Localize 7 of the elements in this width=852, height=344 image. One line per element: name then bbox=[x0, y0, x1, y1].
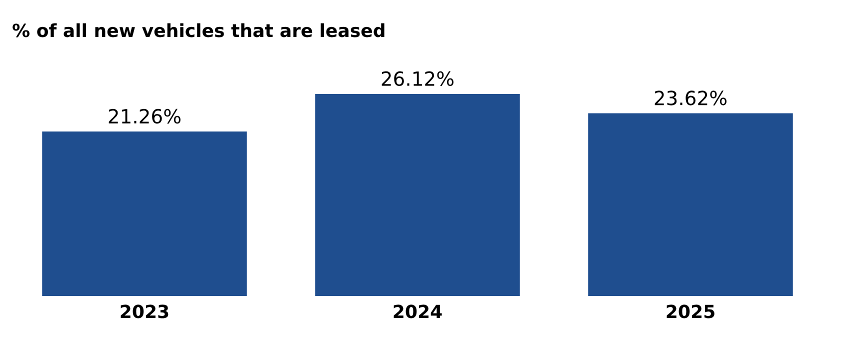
x-tick-label: 2025 bbox=[666, 304, 714, 318]
data-label: 21.26% bbox=[108, 108, 180, 124]
data-label: 26.12% bbox=[382, 71, 454, 86]
x-tick-label: 2024 bbox=[394, 304, 442, 318]
x-tick-label: 2023 bbox=[120, 304, 168, 318]
data-label: 23.62% bbox=[654, 90, 726, 106]
chart-title: % of all new vehicles that are leased bbox=[12, 23, 384, 38]
